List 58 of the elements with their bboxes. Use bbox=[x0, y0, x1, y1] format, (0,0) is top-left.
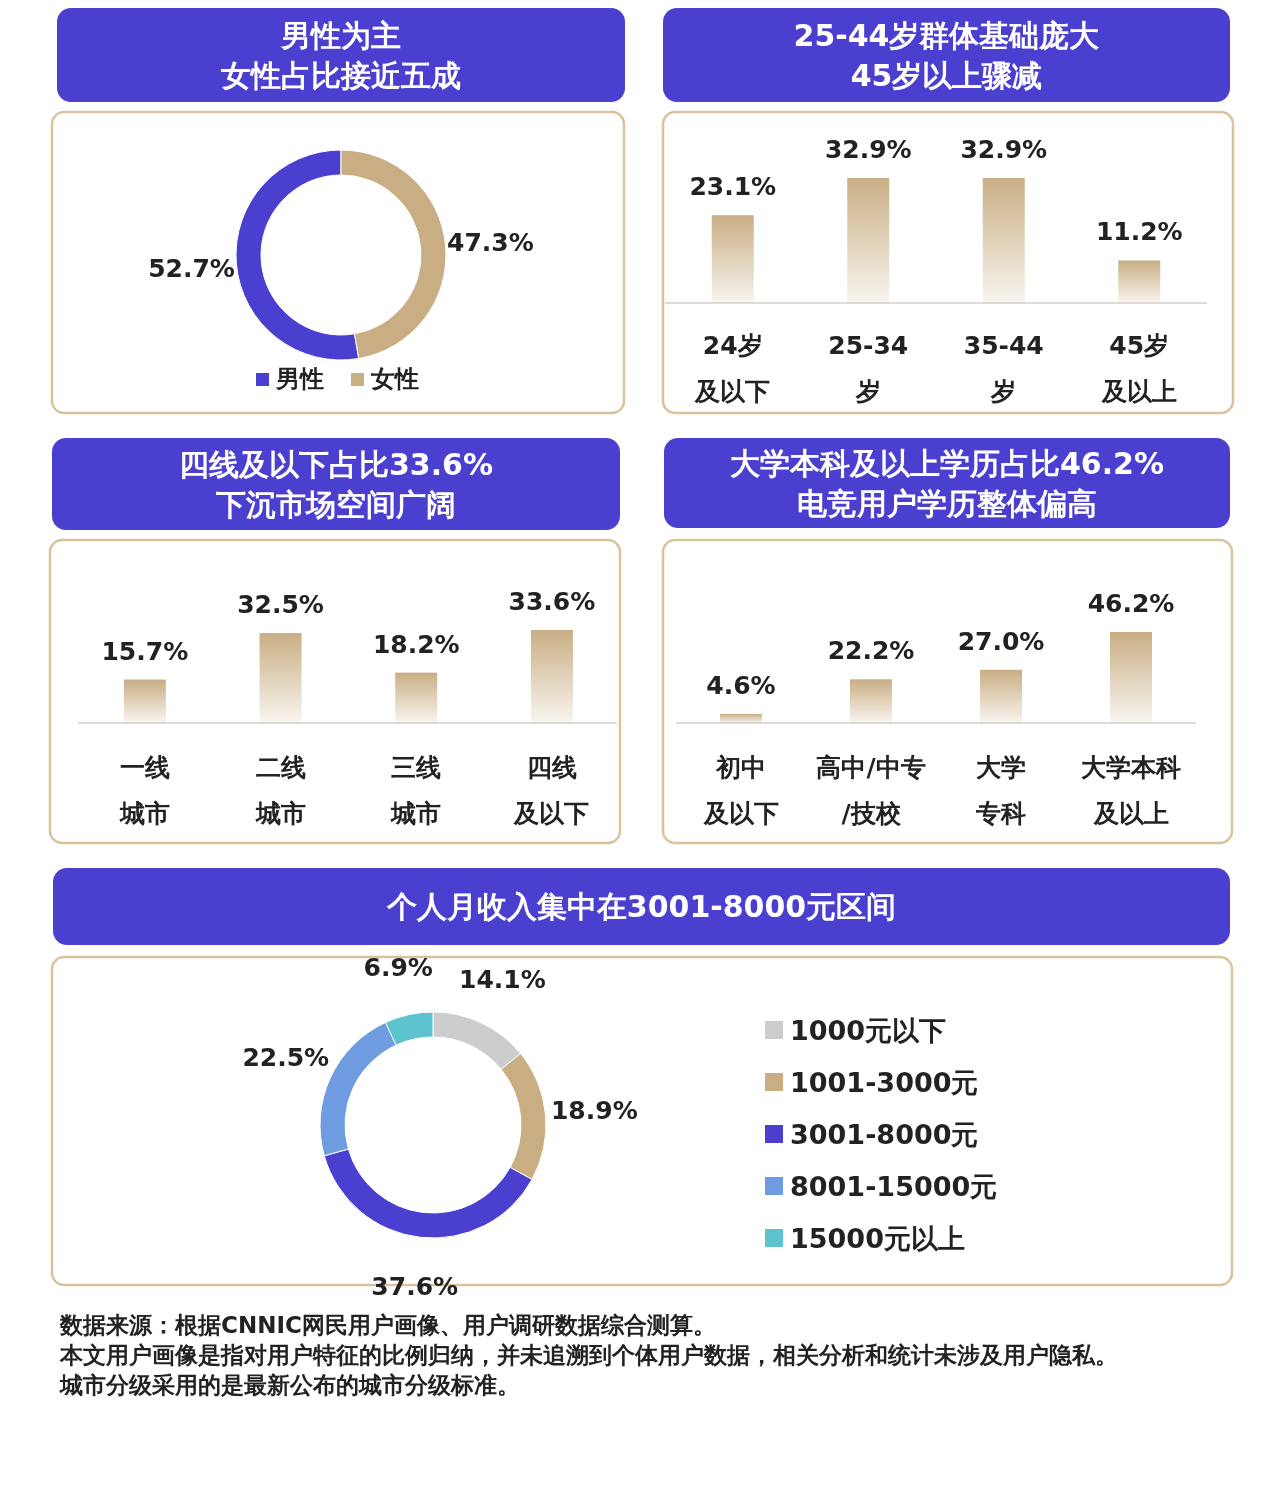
legend-label: 3001-8000元 bbox=[790, 1119, 979, 1150]
data-label: 22.2% bbox=[827, 636, 915, 666]
bar bbox=[720, 713, 762, 723]
data-label: 15.7% bbox=[101, 636, 189, 666]
data-label: 18.9% bbox=[550, 1096, 638, 1126]
data-label: 33.6% bbox=[508, 587, 596, 616]
legend-label: 1000元以下 bbox=[790, 1015, 947, 1046]
data-label: 23.1% bbox=[689, 172, 777, 202]
legend-label: 女性 bbox=[370, 365, 419, 393]
chart-title: 大学本科及以上学历占比46.2% bbox=[729, 445, 1165, 481]
x-tick-label: 一线城市 bbox=[118, 753, 170, 829]
chart-title: 四线及以下占比33.6% bbox=[178, 446, 494, 482]
bar bbox=[259, 633, 302, 723]
x-tick-label: 四线及以下 bbox=[513, 753, 590, 829]
data-label: 52.7% bbox=[148, 253, 235, 283]
bar bbox=[1110, 632, 1152, 723]
data-label: 47.3% bbox=[447, 228, 534, 258]
data-label: 27.0% bbox=[957, 626, 1045, 656]
data-label: 6.9% bbox=[363, 952, 433, 982]
data-label: 32.5% bbox=[237, 590, 324, 620]
bar bbox=[980, 669, 1022, 723]
x-tick-label: 45岁及以上 bbox=[1100, 331, 1177, 407]
x-tick-label: 25-34岁 bbox=[828, 331, 909, 407]
data-label: 14.1% bbox=[459, 964, 546, 994]
data-label: 22.5% bbox=[242, 1043, 330, 1073]
x-tick-label: 24岁及以下 bbox=[694, 331, 771, 407]
x-tick-label: 大学本科及以上 bbox=[1081, 753, 1181, 829]
x-tick-label: 35-44岁 bbox=[963, 331, 1044, 407]
data-label: 32.9% bbox=[824, 135, 912, 164]
legend-label: 15000元以上 bbox=[790, 1223, 965, 1254]
x-tick-label: 三线城市 bbox=[390, 753, 442, 829]
bar bbox=[530, 630, 573, 723]
bar bbox=[850, 679, 892, 723]
legend-label: 男性 bbox=[275, 365, 324, 393]
chart-title: 25-44岁群体基础庞大 bbox=[793, 17, 1101, 53]
data-label: 32.9% bbox=[960, 135, 1048, 164]
data-label: 11.2% bbox=[1095, 217, 1183, 247]
chart-subtitle: 45岁以上骤减 bbox=[850, 57, 1043, 93]
chart-title: 男性为主 bbox=[280, 17, 401, 53]
legend-label: 8001-15000元 bbox=[790, 1171, 998, 1202]
chart-subtitle: 下沉市场空间广阔 bbox=[215, 486, 456, 522]
x-tick-label: 初中及以下 bbox=[702, 753, 779, 829]
data-label: 4.6% bbox=[706, 670, 776, 700]
legend-label: 1001-3000元 bbox=[790, 1067, 979, 1098]
bar bbox=[395, 672, 438, 723]
chart-subtitle: 电竞用户学历整体偏高 bbox=[797, 485, 1097, 521]
bar bbox=[123, 679, 166, 723]
source-note: 数据来源：根据CNNIC网民用户画像、用户调研数据综合测算。 bbox=[59, 1312, 716, 1338]
text: 本文用户画像是指对用户特征的比例归纳，并未追溯到个体用户数据，相关分析和统计未涉及用户隐私。 bbox=[59, 1342, 1118, 1368]
x-tick-label: 高中/中专/技校 bbox=[816, 753, 926, 829]
data-label: 37.6% bbox=[371, 1271, 459, 1301]
text: 城市分级采用的是最新公布的城市分级标准。 bbox=[59, 1372, 520, 1398]
data-label: 18.2% bbox=[372, 629, 460, 659]
chart-title: 个人月收入集中在3001-8000元区间 bbox=[385, 889, 897, 925]
chart-subtitle: 女性占比接近五成 bbox=[220, 57, 461, 93]
x-tick-label: 二线城市 bbox=[254, 753, 306, 829]
x-tick-label: 大学专科 bbox=[975, 753, 1026, 829]
data-label: 46.2% bbox=[1087, 589, 1175, 618]
